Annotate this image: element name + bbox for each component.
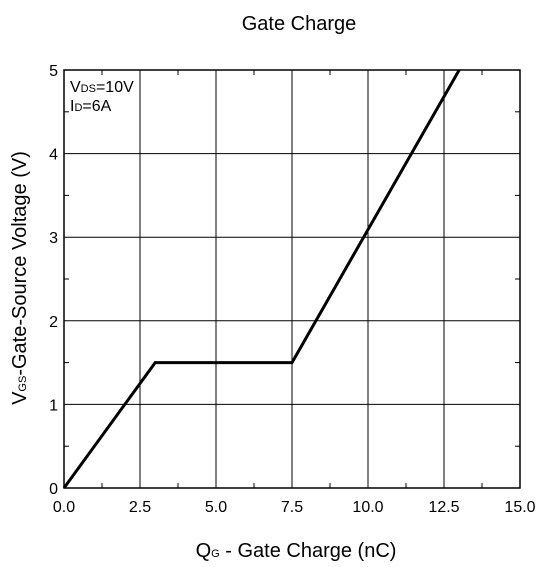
x-tick-label: 7.5 — [281, 499, 303, 516]
condition-vds: VDS=10V — [70, 79, 134, 96]
y-tick-label: 5 — [49, 63, 58, 80]
condition-id: ID=6A — [70, 98, 112, 115]
test-conditions: VDS=10V ID=6A — [70, 79, 134, 115]
x-axis-label-main: Q — [196, 540, 212, 562]
y-axis-label-rest: -Gate-Source Voltage (V) — [9, 151, 31, 376]
condition-vds-sub: DS — [81, 83, 96, 95]
x-tick-label: 12.5 — [428, 499, 459, 516]
y-tick-label: 0 — [49, 481, 58, 498]
x-tick-label: 5.0 — [205, 499, 227, 516]
x-tick-label: 10.0 — [352, 499, 383, 516]
grid — [64, 70, 520, 488]
condition-id-main: I — [70, 98, 74, 115]
y-tick-label: 2 — [49, 314, 58, 331]
chart-title: Gate Charge — [242, 13, 357, 35]
x-axis-label-rest: - Gate Charge (nC) — [220, 540, 397, 562]
y-axis-label-main: V — [9, 391, 31, 405]
x-tick-label: 15.0 — [504, 499, 535, 516]
condition-id-rest: =6A — [82, 98, 111, 115]
condition-id-sub: D — [74, 102, 82, 114]
x-axis-label-sub: G — [211, 548, 220, 560]
y-tick-label: 4 — [49, 147, 58, 164]
y-tick-label: 1 — [49, 397, 58, 414]
gate-charge-curve — [62, 69, 461, 489]
condition-vds-rest: =10V — [96, 79, 134, 96]
condition-vds-main: V — [70, 79, 81, 96]
x-tick-label: 0.0 — [53, 499, 75, 516]
y-tick-labels: 0 1 2 3 4 5 — [49, 63, 58, 498]
x-tick-labels: 0.0 2.5 5.0 7.5 10.0 12.5 15.0 — [53, 499, 536, 516]
y-axis-label: VGS-Gate-Source Voltage (V) — [9, 151, 31, 405]
y-tick-label: 3 — [49, 230, 58, 247]
x-axis-label: QG - Gate Charge (nC) — [196, 540, 397, 562]
y-axis-label-sub: GS — [17, 376, 29, 392]
x-tick-label: 2.5 — [129, 499, 151, 516]
minor-ticks — [64, 70, 520, 488]
